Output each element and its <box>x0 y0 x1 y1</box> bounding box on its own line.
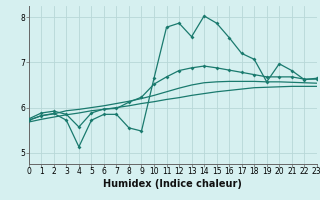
X-axis label: Humidex (Indice chaleur): Humidex (Indice chaleur) <box>103 179 242 189</box>
